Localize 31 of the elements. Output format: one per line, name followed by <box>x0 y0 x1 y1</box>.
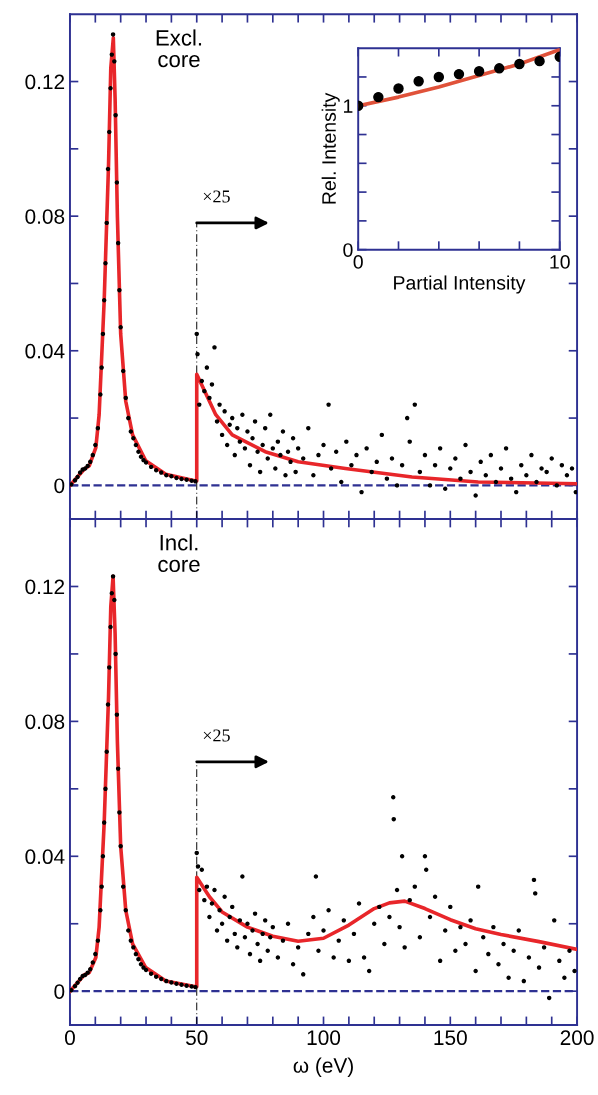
annotation: ×25 <box>203 190 230 203</box>
point <box>514 58 525 70</box>
x-axis-title: Partial Intensity <box>394 275 526 294</box>
point <box>433 71 445 83</box>
x-tick-label: 150 <box>434 1030 467 1046</box>
annotation: ×25 <box>203 729 230 742</box>
x-tick-label: 200 <box>560 1030 594 1046</box>
x-tick-label: 50 <box>185 1030 208 1046</box>
y-tick-label: 0.12 <box>25 74 65 90</box>
y-tick-label: 0.08 <box>25 714 65 730</box>
x-axis-title: ω (eV) <box>293 1057 353 1077</box>
point <box>413 76 424 87</box>
x-tick-label: 10 <box>550 255 570 269</box>
y-tick-label: 0.04 <box>25 849 65 865</box>
y-tick-label: 0.12 <box>25 579 65 595</box>
y-tick-label: 0 <box>54 984 65 999</box>
point <box>393 83 404 94</box>
point <box>534 55 545 67</box>
y-tick-label: 1 <box>344 99 353 113</box>
y-axis-title: Rel. Intensity <box>321 92 340 204</box>
point <box>453 68 465 80</box>
y-tick-label: 0.04 <box>25 343 65 359</box>
point <box>373 91 384 103</box>
annotation: Excl. core <box>156 29 202 68</box>
point <box>473 65 485 77</box>
point <box>494 63 505 74</box>
x-tick-label: 0 <box>64 1030 75 1046</box>
y-tick-label: 0 <box>54 478 65 494</box>
annotation: Incl. core <box>158 534 200 573</box>
y-tick-label: 0.08 <box>25 209 65 224</box>
x-tick-label: 100 <box>307 1030 341 1046</box>
